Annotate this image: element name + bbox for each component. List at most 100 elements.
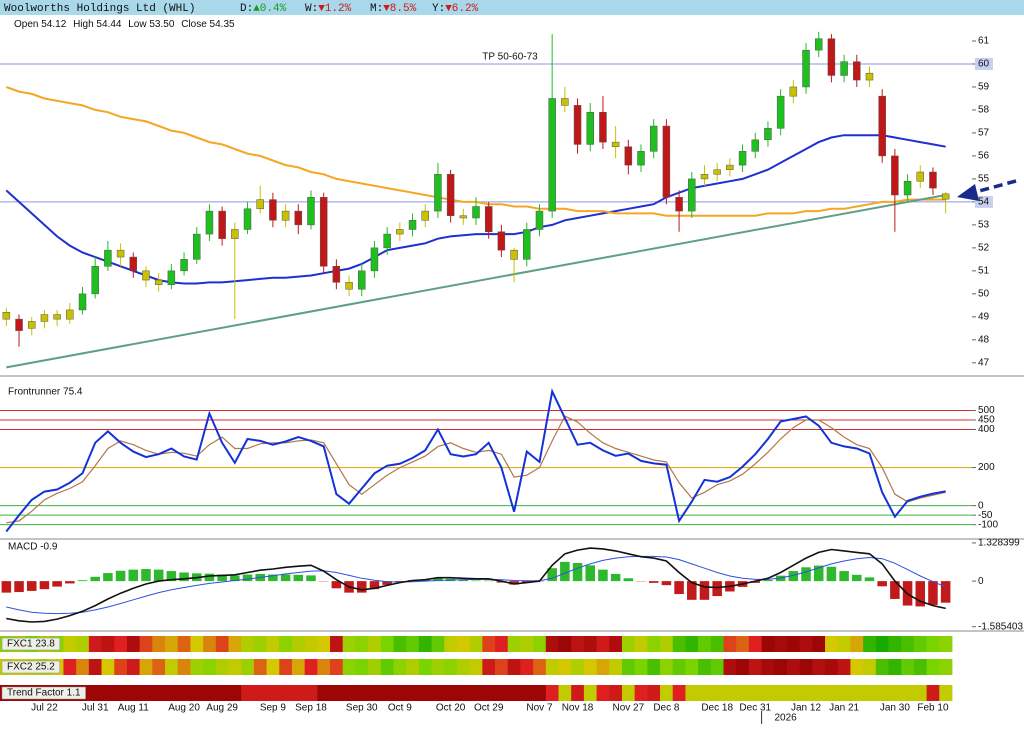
heat-cell <box>609 685 623 701</box>
heat-cell <box>304 659 318 675</box>
change-label: M: <box>370 3 383 15</box>
candle-body <box>878 95 886 157</box>
heat-cell <box>101 685 115 701</box>
histogram-bar <box>940 581 951 603</box>
y-tick-label: 1.328399 <box>978 538 1020 549</box>
heat-cell <box>126 685 141 701</box>
heat-cell <box>380 659 394 675</box>
panel-title: MACD -0.9 <box>8 542 58 553</box>
heat-cell <box>571 685 585 701</box>
heat-cell <box>368 636 382 652</box>
heat-cell <box>863 685 877 701</box>
histogram-bar <box>826 566 837 582</box>
heat-cell <box>761 636 775 652</box>
x-tick-label: Oct 9 <box>388 703 412 714</box>
histogram-bar <box>547 568 557 582</box>
x-tick-label: Aug 29 <box>206 703 238 714</box>
heat-cell <box>215 659 229 675</box>
heat-cell <box>647 685 661 701</box>
candle-body <box>523 229 531 260</box>
histogram-bar <box>331 581 342 589</box>
heat-cell <box>393 685 407 701</box>
histogram-bar <box>433 578 443 582</box>
heat-cell <box>723 659 737 675</box>
heat-cell <box>621 659 636 675</box>
histogram-bar <box>230 575 240 582</box>
heat-cell <box>101 636 115 652</box>
heat-cell <box>456 636 471 652</box>
histogram-bar <box>115 570 126 582</box>
histogram-bar <box>839 571 849 582</box>
heat-cell <box>596 659 610 675</box>
y-tick-label: 60 <box>978 59 990 70</box>
moving-average <box>5 86 946 217</box>
heat-cell <box>317 685 331 701</box>
heat-cell <box>583 636 597 652</box>
heat-cell <box>545 685 559 701</box>
candle-body <box>510 249 518 260</box>
heat-cell <box>253 636 267 652</box>
heat-cell <box>418 636 432 652</box>
strip-label-box <box>1 637 61 651</box>
heat-cell <box>291 659 306 675</box>
histogram-bar <box>712 581 722 597</box>
header-change: D:▲0.4% <box>240 3 287 15</box>
heat-cell <box>114 636 128 652</box>
heat-cell <box>139 659 153 675</box>
heat-cell <box>241 659 255 675</box>
x-tick-label: Aug 20 <box>168 703 200 714</box>
heat-cell <box>875 685 889 701</box>
histogram-bar <box>598 569 608 582</box>
candle-body <box>2 311 11 320</box>
y-tick-label: 50 <box>978 288 990 299</box>
heat-cell <box>875 659 889 675</box>
heat-cell <box>812 685 826 701</box>
histogram-bar <box>217 574 227 582</box>
heat-cell <box>330 659 344 675</box>
heat-cell <box>596 636 610 652</box>
heat-cell <box>761 659 775 675</box>
x-tick-label: Nov 7 <box>526 703 553 714</box>
candle-body <box>789 86 798 97</box>
candle-body <box>599 111 607 143</box>
heat-cell <box>507 659 521 675</box>
histogram-bar <box>801 567 811 582</box>
heat-cell <box>507 685 521 701</box>
heat-cell <box>660 636 674 652</box>
heat-cell <box>533 636 547 652</box>
histogram-bar <box>26 581 37 591</box>
heat-cell <box>444 636 458 652</box>
histogram-bar <box>369 581 380 590</box>
ohlc-value: 53.50 <box>149 19 174 30</box>
heat-cell <box>228 636 242 652</box>
heat-cell <box>139 636 153 652</box>
macd-line <box>6 555 946 615</box>
heat-cell <box>812 659 826 675</box>
histogram-bar <box>864 577 875 582</box>
candle-body <box>142 270 150 281</box>
y-tick-label: 58 <box>978 105 990 116</box>
y-tick-label: 52 <box>978 243 990 254</box>
heat-cell <box>761 685 775 701</box>
histogram-bar <box>572 563 583 582</box>
histogram-bar <box>268 574 278 582</box>
heat-cell <box>393 636 407 652</box>
y-tick-label: 55 <box>978 174 990 185</box>
histogram-bar <box>483 580 494 582</box>
candle-body <box>713 169 721 175</box>
candle-body <box>776 95 785 129</box>
heat-cell <box>76 659 90 675</box>
heat-cell <box>495 636 509 652</box>
heat-cell <box>63 636 77 652</box>
heat-cell <box>152 636 166 652</box>
heat-cell <box>710 659 724 675</box>
heat-cell <box>342 636 356 652</box>
candle-body <box>193 233 201 260</box>
heat-cell <box>190 685 204 701</box>
heat-cell <box>786 685 801 701</box>
x-tick-label: Jan 21 <box>829 703 859 714</box>
heat-cell <box>482 659 496 675</box>
y-tick-label: 450 <box>978 415 995 426</box>
heat-cell <box>609 636 623 652</box>
heat-cell <box>190 636 204 652</box>
